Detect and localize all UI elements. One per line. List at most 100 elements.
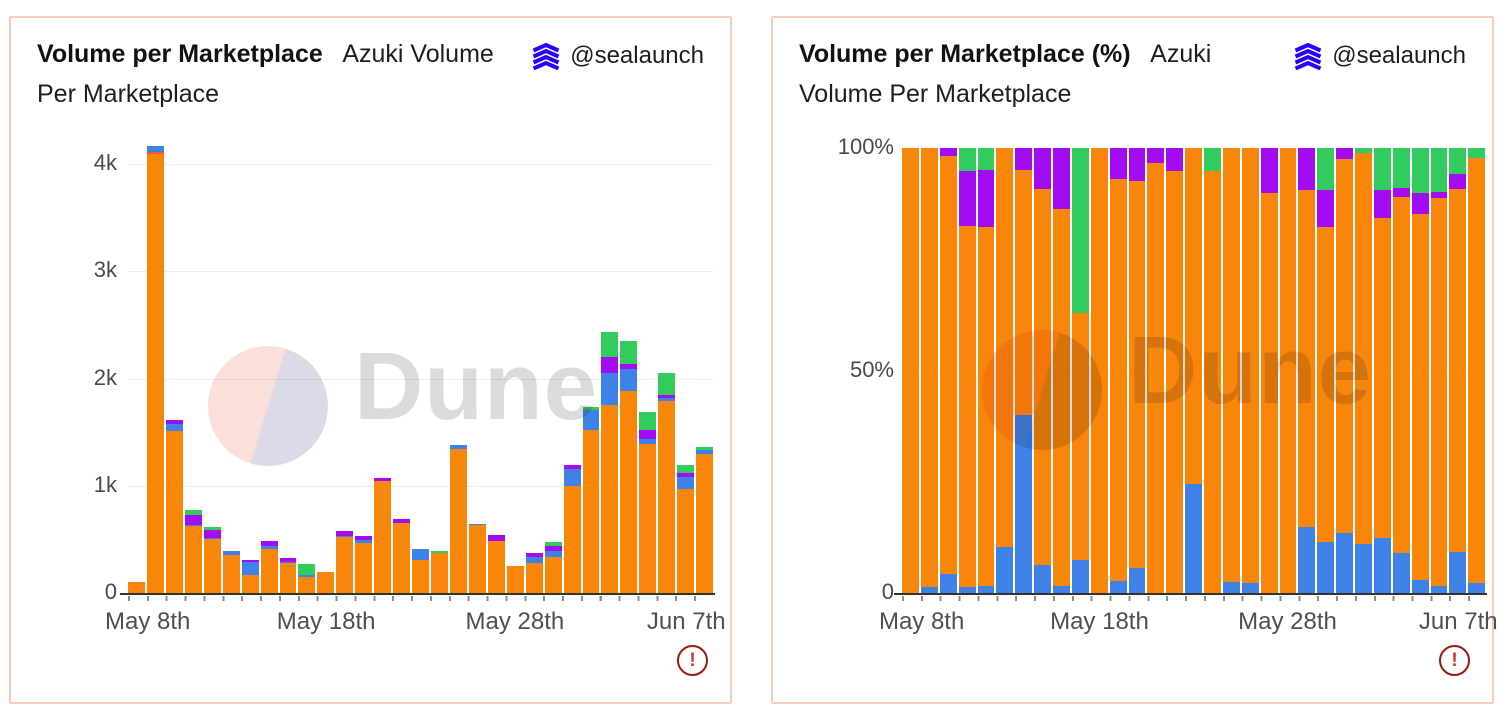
bar-may-8[interactable] [128, 582, 145, 593]
segment-blue [1317, 541, 1335, 593]
bar-may-17[interactable] [298, 564, 316, 593]
bar-may-20[interactable] [355, 535, 373, 593]
bar-may-12[interactable] [203, 526, 221, 593]
author-link[interactable]: @sealaunch [532, 36, 704, 76]
bar-may-18[interactable] [317, 571, 335, 593]
bar-may-10[interactable] [165, 420, 183, 593]
bar-may-31[interactable] [1336, 148, 1353, 593]
segment-green [1317, 148, 1335, 190]
segment-orange [431, 553, 448, 593]
bar-may-14[interactable] [1015, 148, 1033, 593]
warning-icon[interactable]: ! [677, 645, 708, 676]
bar-may-29[interactable] [525, 553, 543, 593]
segment-purple [1392, 187, 1410, 197]
bar-jun-1[interactable] [1355, 148, 1372, 593]
warning-icon[interactable]: ! [1439, 645, 1470, 676]
bar-may-26[interactable] [468, 523, 486, 593]
bar-may-27[interactable] [487, 535, 505, 593]
bar-may-12[interactable] [977, 148, 995, 593]
bar-may-30[interactable] [1317, 148, 1335, 593]
bar-may-25[interactable] [1222, 148, 1240, 593]
x-axis-line [894, 593, 1487, 595]
bar-may-9[interactable] [146, 145, 164, 593]
bar-jun-5[interactable] [1430, 148, 1448, 593]
bar-may-28[interactable] [506, 566, 524, 593]
bar-may-25[interactable] [449, 445, 467, 593]
bar-may-17[interactable] [1071, 148, 1089, 593]
bar-jun-5[interactable] [658, 373, 676, 593]
bar-may-11[interactable] [184, 510, 202, 593]
segment-orange [393, 522, 411, 593]
bar-may-24[interactable] [431, 551, 448, 593]
bar-may-9[interactable] [920, 148, 938, 593]
segment-orange [1355, 153, 1372, 545]
segment-green [1355, 148, 1372, 154]
segment-orange [506, 566, 524, 593]
bar-may-13[interactable] [222, 551, 240, 593]
bar-may-30[interactable] [544, 541, 562, 593]
segment-orange [1279, 148, 1297, 593]
bars-container [902, 148, 1486, 593]
bar-jun-7[interactable] [696, 447, 714, 593]
bar-may-20[interactable] [1128, 148, 1146, 593]
segment-purple [677, 472, 695, 478]
segment-green [958, 148, 976, 172]
bar-jun-1[interactable] [582, 407, 600, 593]
bar-may-22[interactable] [1166, 148, 1184, 593]
bar-may-15[interactable] [1034, 148, 1051, 593]
bar-may-26[interactable] [1241, 148, 1259, 593]
bar-jun-4[interactable] [639, 411, 657, 593]
bar-may-22[interactable] [393, 519, 411, 593]
bar-may-24[interactable] [1204, 148, 1221, 593]
segment-orange [620, 391, 638, 593]
chart-title-block: Volume per Marketplace Azuki Volume Per … [37, 34, 537, 114]
segment-blue [1241, 582, 1259, 593]
bar-may-21[interactable] [1147, 148, 1165, 593]
bar-jun-2[interactable] [1373, 148, 1391, 593]
segment-orange [1204, 170, 1221, 593]
bar-may-10[interactable] [939, 148, 957, 593]
gridline [128, 485, 713, 487]
bar-jun-3[interactable] [620, 340, 638, 593]
segment-orange [1336, 159, 1353, 534]
segment-orange [1071, 312, 1089, 561]
bar-may-31[interactable] [563, 465, 581, 593]
bar-jun-6[interactable] [677, 465, 695, 593]
bar-may-23[interactable] [412, 549, 429, 593]
bar-may-27[interactable] [1260, 148, 1278, 593]
bar-jun-2[interactable] [601, 332, 619, 593]
bar-may-19[interactable] [336, 531, 354, 593]
bar-may-16[interactable] [279, 557, 297, 593]
author-link[interactable]: @sealaunch [1294, 36, 1466, 76]
segment-purple [620, 363, 638, 369]
segment-purple [1015, 148, 1033, 171]
bar-jun-4[interactable] [1411, 148, 1429, 593]
bar-may-28[interactable] [1279, 148, 1297, 593]
x-axis-ticks [902, 596, 1485, 601]
bar-jun-7[interactable] [1468, 148, 1486, 593]
bar-jun-3[interactable] [1392, 148, 1410, 593]
bar-may-11[interactable] [958, 148, 976, 593]
bar-may-15[interactable] [260, 541, 278, 593]
segment-green [601, 332, 619, 358]
segment-orange [449, 448, 467, 593]
bar-may-29[interactable] [1298, 148, 1316, 593]
segment-purple [639, 430, 657, 439]
segment-blue [920, 587, 938, 593]
bar-may-21[interactable] [374, 477, 392, 593]
bar-may-14[interactable] [241, 560, 259, 593]
bar-jun-6[interactable] [1449, 148, 1467, 593]
chart-panel-volume: Volume per Marketplace Azuki Volume Per … [9, 16, 732, 704]
bar-may-8[interactable] [902, 148, 919, 593]
segment-orange [203, 539, 221, 593]
bar-may-18[interactable] [1090, 148, 1108, 593]
segment-blue [939, 573, 957, 593]
bar-may-23[interactable] [1185, 148, 1202, 593]
segment-orange [1260, 193, 1278, 593]
segment-blue [1336, 533, 1353, 593]
chart-title: Volume per Marketplace [37, 40, 323, 68]
bar-may-19[interactable] [1109, 148, 1127, 593]
bar-may-13[interactable] [996, 148, 1014, 593]
segment-blue [1468, 583, 1486, 593]
bar-may-16[interactable] [1053, 148, 1070, 593]
